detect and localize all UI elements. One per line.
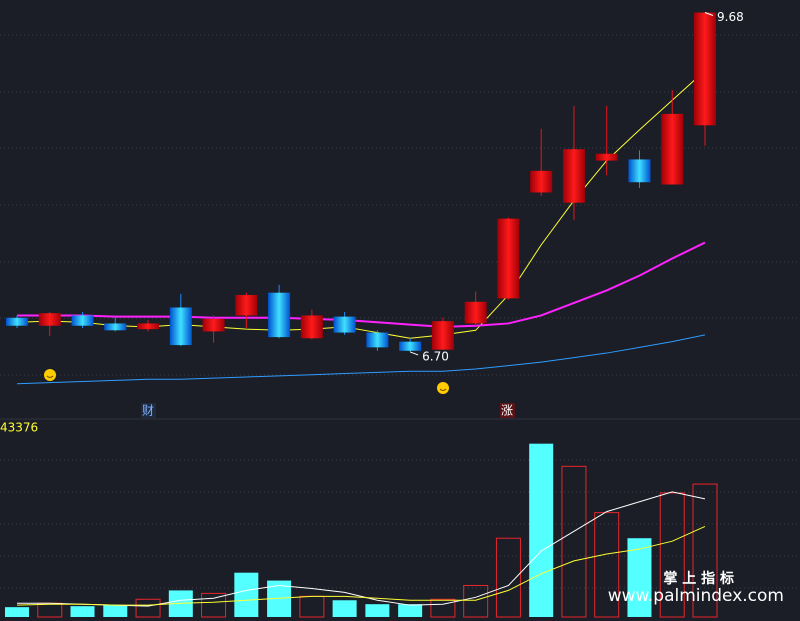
candle-body bbox=[399, 341, 422, 351]
watermark-url: www.palmindex.com bbox=[608, 586, 784, 606]
volume-bar bbox=[365, 604, 390, 617]
volume-bar bbox=[594, 512, 620, 618]
volume-average bbox=[16, 525, 706, 606]
candle-body bbox=[104, 323, 127, 331]
volume-grid bbox=[0, 459, 800, 589]
volume-bar bbox=[561, 465, 587, 618]
volume-bar bbox=[627, 538, 652, 617]
marker-box bbox=[500, 403, 515, 418]
volume-bar bbox=[463, 584, 489, 618]
volume-bar bbox=[495, 537, 521, 618]
candle-body bbox=[628, 159, 651, 183]
annotation: 9.68 bbox=[717, 10, 744, 24]
candle-body bbox=[694, 12, 716, 126]
watermark-title: 掌 上 指 标 bbox=[663, 570, 734, 587]
volume-bar bbox=[430, 598, 456, 618]
candle-body bbox=[464, 301, 487, 324]
candle-body bbox=[366, 332, 389, 348]
candle-body bbox=[169, 307, 192, 346]
moving-average bbox=[17, 241, 706, 328]
volume-bar bbox=[234, 572, 259, 617]
volume-bar bbox=[135, 598, 161, 618]
annotation: 6.70 bbox=[422, 349, 449, 363]
candle-body bbox=[202, 318, 225, 332]
candle-body bbox=[137, 323, 160, 330]
candle-body bbox=[6, 317, 28, 326]
volume-bar bbox=[529, 443, 554, 617]
volume-bar bbox=[398, 604, 423, 617]
volume-bar bbox=[659, 492, 685, 618]
candle-body bbox=[661, 113, 684, 185]
smiley bbox=[437, 382, 449, 394]
marker: 财 bbox=[142, 404, 154, 418]
y-tick-label: 43376 bbox=[0, 421, 38, 435]
volume-bar bbox=[103, 605, 128, 617]
price-grid bbox=[0, 34, 800, 376]
candle-body bbox=[268, 292, 291, 338]
candle-body bbox=[300, 315, 323, 339]
candle-body bbox=[235, 294, 258, 316]
annotation-pointer bbox=[409, 351, 419, 356]
candle-body bbox=[497, 218, 520, 299]
volume-bar bbox=[5, 607, 29, 617]
volume-bar bbox=[692, 483, 718, 618]
candle-body bbox=[530, 170, 553, 193]
moving-average bbox=[16, 70, 706, 339]
candle-body bbox=[595, 153, 618, 161]
candle-body bbox=[71, 315, 94, 326]
marker: 涨 bbox=[501, 403, 513, 418]
candle-body bbox=[562, 149, 585, 203]
marker-box bbox=[141, 403, 156, 418]
candle-body bbox=[38, 313, 61, 326]
volume-bar bbox=[332, 600, 357, 617]
volume-bar bbox=[70, 606, 95, 617]
volume-bar bbox=[201, 592, 227, 618]
smiley bbox=[44, 369, 56, 381]
candle-body bbox=[333, 316, 356, 333]
candle-body bbox=[431, 321, 454, 350]
annotation-pointer bbox=[704, 12, 714, 16]
moving-average bbox=[16, 334, 706, 385]
